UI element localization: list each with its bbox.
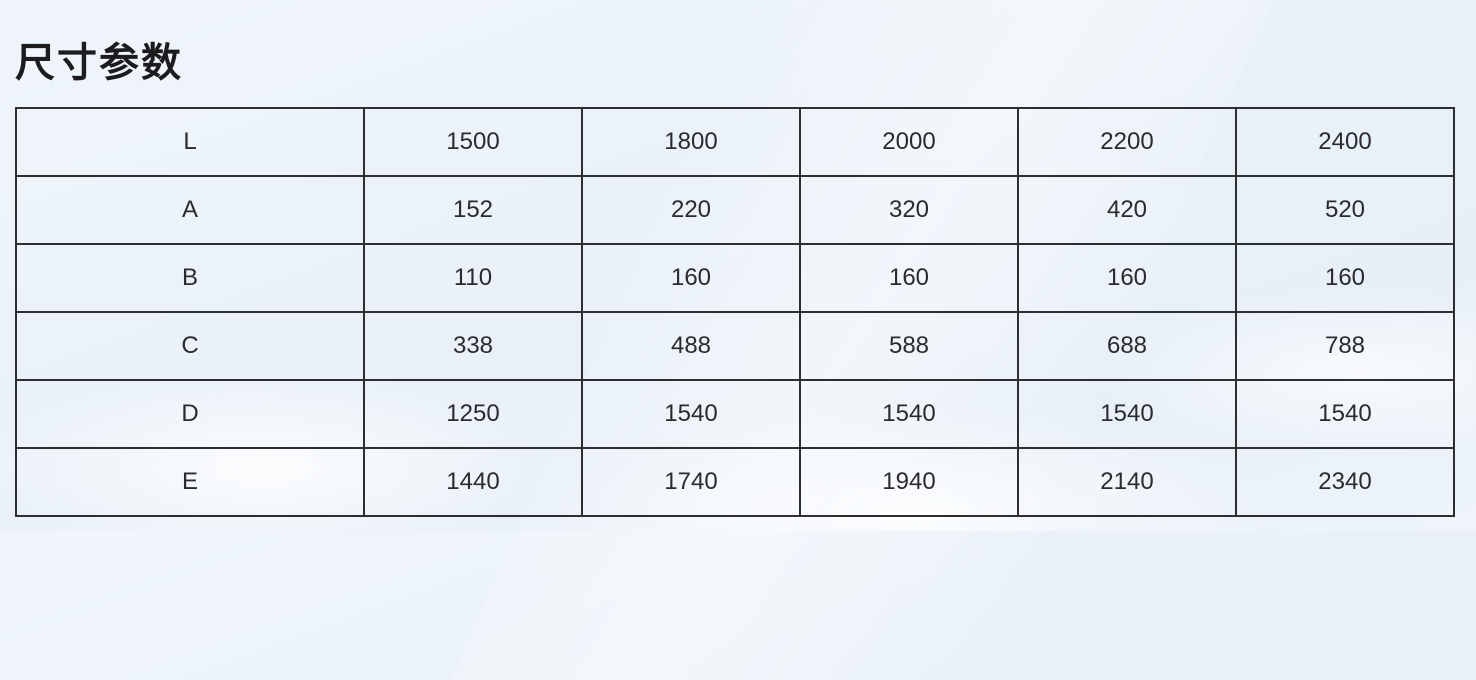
table-cell: 2140 <box>1017 447 1237 517</box>
table-cell: 160 <box>1235 243 1455 313</box>
table-cell: 110 <box>363 243 583 313</box>
table-row: A 152 220 320 420 520 <box>15 175 1455 245</box>
table-cell: 1740 <box>581 447 801 517</box>
table-cell: 1250 <box>363 379 583 449</box>
table-row: B 110 160 160 160 160 <box>15 243 1455 313</box>
table-row: E 1440 1740 1940 2140 2340 <box>15 447 1455 517</box>
table-cell: 1500 <box>363 107 583 177</box>
table-cell: 160 <box>581 243 801 313</box>
row-label-cell: L <box>15 107 365 177</box>
table-cell: 1940 <box>799 447 1019 517</box>
page-title: 尺寸参数 <box>15 40 183 85</box>
table-cell: 152 <box>363 175 583 245</box>
row-label-cell: B <box>15 243 365 313</box>
table-cell: 2200 <box>1017 107 1237 177</box>
table-cell: 420 <box>1017 175 1237 245</box>
table-cell: 1540 <box>799 379 1019 449</box>
table-cell: 1540 <box>581 379 801 449</box>
table-cell: 2000 <box>799 107 1019 177</box>
row-label-cell: A <box>15 175 365 245</box>
table-cell: 488 <box>581 311 801 381</box>
table-cell: 1800 <box>581 107 801 177</box>
table-cell: 160 <box>1017 243 1237 313</box>
table-cell: 788 <box>1235 311 1455 381</box>
table-cell: 320 <box>799 175 1019 245</box>
table-cell: 1540 <box>1235 379 1455 449</box>
table-row: C 338 488 588 688 788 <box>15 311 1455 381</box>
table-cell: 160 <box>799 243 1019 313</box>
table-cell: 220 <box>581 175 801 245</box>
row-label-cell: C <box>15 311 365 381</box>
table-cell: 588 <box>799 311 1019 381</box>
table-cell: 338 <box>363 311 583 381</box>
table-cell: 2400 <box>1235 107 1455 177</box>
table-cell: 520 <box>1235 175 1455 245</box>
row-label-cell: D <box>15 379 365 449</box>
table-row: L 1500 1800 2000 2200 2400 <box>15 107 1455 177</box>
table-cell: 688 <box>1017 311 1237 381</box>
table-cell: 1440 <box>363 447 583 517</box>
row-label-cell: E <box>15 447 365 517</box>
table-cell: 1540 <box>1017 379 1237 449</box>
table-cell: 2340 <box>1235 447 1455 517</box>
table-row: D 1250 1540 1540 1540 1540 <box>15 379 1455 449</box>
dimension-parameters-table: L 1500 1800 2000 2200 2400 A 152 220 320… <box>15 107 1455 517</box>
